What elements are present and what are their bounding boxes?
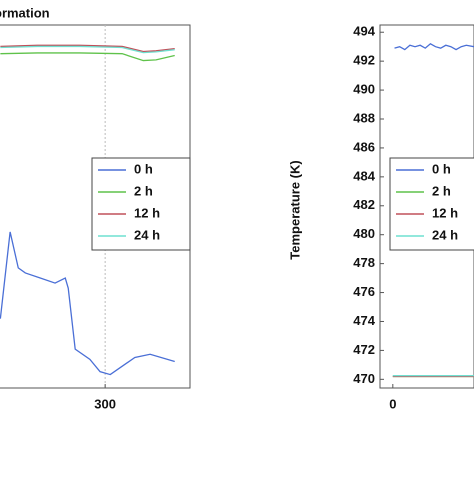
legend-label: 12 h (134, 205, 160, 220)
line (0, 52, 175, 62)
line (0, 231, 175, 376)
line (0, 45, 175, 54)
y-tick-label: 474 (353, 313, 375, 328)
legend-label: 2 h (134, 183, 153, 198)
legend-label: 24 h (134, 227, 160, 242)
y-axis-label: Temperature (K) (287, 160, 302, 259)
y-tick-label: 480 (353, 226, 375, 241)
y-tick-label: 492 (353, 53, 375, 68)
y-tick-label: 478 (353, 255, 375, 270)
y-tick-label: 490 (353, 82, 375, 97)
legend (91, 157, 191, 251)
y-tick-label: 486 (353, 139, 375, 154)
y-tick-label: 470 (353, 371, 375, 386)
y-tick-label: 494 (353, 24, 375, 39)
chart-title: ormation (0, 5, 50, 20)
legend-label: 0 h (432, 161, 451, 176)
legend-label: 2 h (432, 183, 451, 198)
x-tick-label: 300 (94, 396, 116, 411)
y-tick-label: 476 (353, 284, 375, 299)
y-tick-label: 472 (353, 342, 375, 357)
legend-label: 24 h (432, 227, 458, 242)
line (0, 44, 175, 53)
y-tick-label: 488 (353, 110, 375, 125)
legend-label: 0 h (134, 161, 153, 176)
legend (389, 157, 474, 251)
y-tick-label: 482 (353, 197, 375, 212)
y-tick-label: 484 (353, 168, 375, 183)
legend-label: 12 h (432, 205, 458, 220)
x-tick-label: 0 (389, 396, 396, 411)
line (394, 43, 474, 51)
